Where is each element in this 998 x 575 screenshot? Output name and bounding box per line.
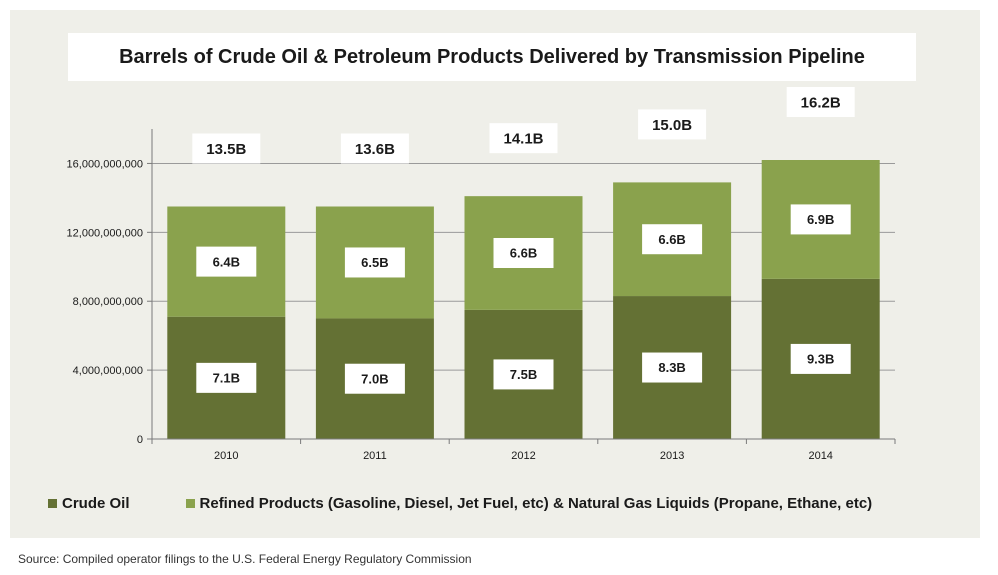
- data-label-refined-products-box: [790, 204, 851, 235]
- data-label-crude-oil-box: [493, 359, 554, 390]
- y-tick-label: 4,000,000,000: [73, 365, 143, 377]
- data-label-total-box: [638, 109, 707, 140]
- data-label-total: 15.0B: [652, 117, 692, 134]
- y-tick-label: 0: [137, 434, 143, 446]
- y-tick-label: 16,000,000,000: [67, 158, 143, 170]
- data-label-crude-oil-box: [344, 363, 405, 394]
- data-label-refined-products-box: [344, 247, 405, 278]
- data-label-crude-oil: 7.1B: [213, 371, 240, 386]
- data-label-refined-products: 6.9B: [807, 212, 834, 227]
- data-label-total: 16.2B: [801, 94, 841, 111]
- data-label-crude-oil: 8.3B: [658, 360, 685, 375]
- legend: Crude Oil Refined Products (Gasoline, Di…: [48, 492, 872, 514]
- data-label-refined-products: 6.6B: [510, 246, 537, 261]
- legend-item-refined-products: Refined Products (Gasoline, Diesel, Jet …: [185, 494, 873, 512]
- legend-label-crude-oil: Crude Oil: [62, 494, 130, 512]
- data-label-total-box: [340, 133, 409, 164]
- data-label-refined-products-box: [196, 246, 257, 277]
- data-label-total: 13.5B: [206, 141, 246, 158]
- legend-label-refined-products: Refined Products (Gasoline, Diesel, Jet …: [199, 494, 873, 512]
- legend-swatch-crude-oil: [48, 498, 57, 508]
- y-tick-label: 12,000,000,000: [67, 227, 143, 239]
- data-label-total: 13.6B: [355, 141, 395, 158]
- data-label-total-box: [192, 133, 261, 164]
- x-tick-label: 2010: [214, 450, 238, 462]
- data-label-refined-products: 6.6B: [658, 232, 685, 247]
- legend-swatch-refined-products: [185, 498, 195, 508]
- data-label-total-box: [489, 123, 558, 154]
- legend-item-crude-oil: Crude Oil: [48, 495, 130, 512]
- x-tick-label: 2014: [808, 450, 832, 462]
- data-label-refined-products: 6.5B: [361, 255, 388, 270]
- data-label-crude-oil-box: [642, 352, 703, 383]
- data-label-refined-products: 6.4B: [213, 254, 240, 269]
- chart-title-box: Barrels of Crude Oil & Petroleum Product…: [68, 33, 916, 81]
- data-label-total: 14.1B: [503, 131, 543, 148]
- y-tick-label: 8,000,000,000: [73, 296, 143, 308]
- x-tick-label: 2011: [363, 450, 387, 462]
- data-label-crude-oil: 9.3B: [807, 352, 834, 367]
- data-label-refined-products-box: [642, 224, 703, 255]
- x-tick-label: 2012: [511, 450, 535, 462]
- data-label-refined-products-box: [493, 238, 554, 268]
- data-label-crude-oil: 7.5B: [510, 367, 537, 382]
- source-note: Source: Compiled operator filings to the…: [18, 552, 472, 566]
- data-label-crude-oil-box: [196, 362, 257, 393]
- data-label-crude-oil: 7.0B: [361, 371, 388, 386]
- data-label-total-box: [786, 87, 855, 117]
- x-tick-label: 2013: [660, 450, 684, 462]
- data-label-crude-oil-box: [790, 343, 851, 374]
- chart-title: Barrels of Crude Oil & Petroleum Product…: [119, 45, 865, 68]
